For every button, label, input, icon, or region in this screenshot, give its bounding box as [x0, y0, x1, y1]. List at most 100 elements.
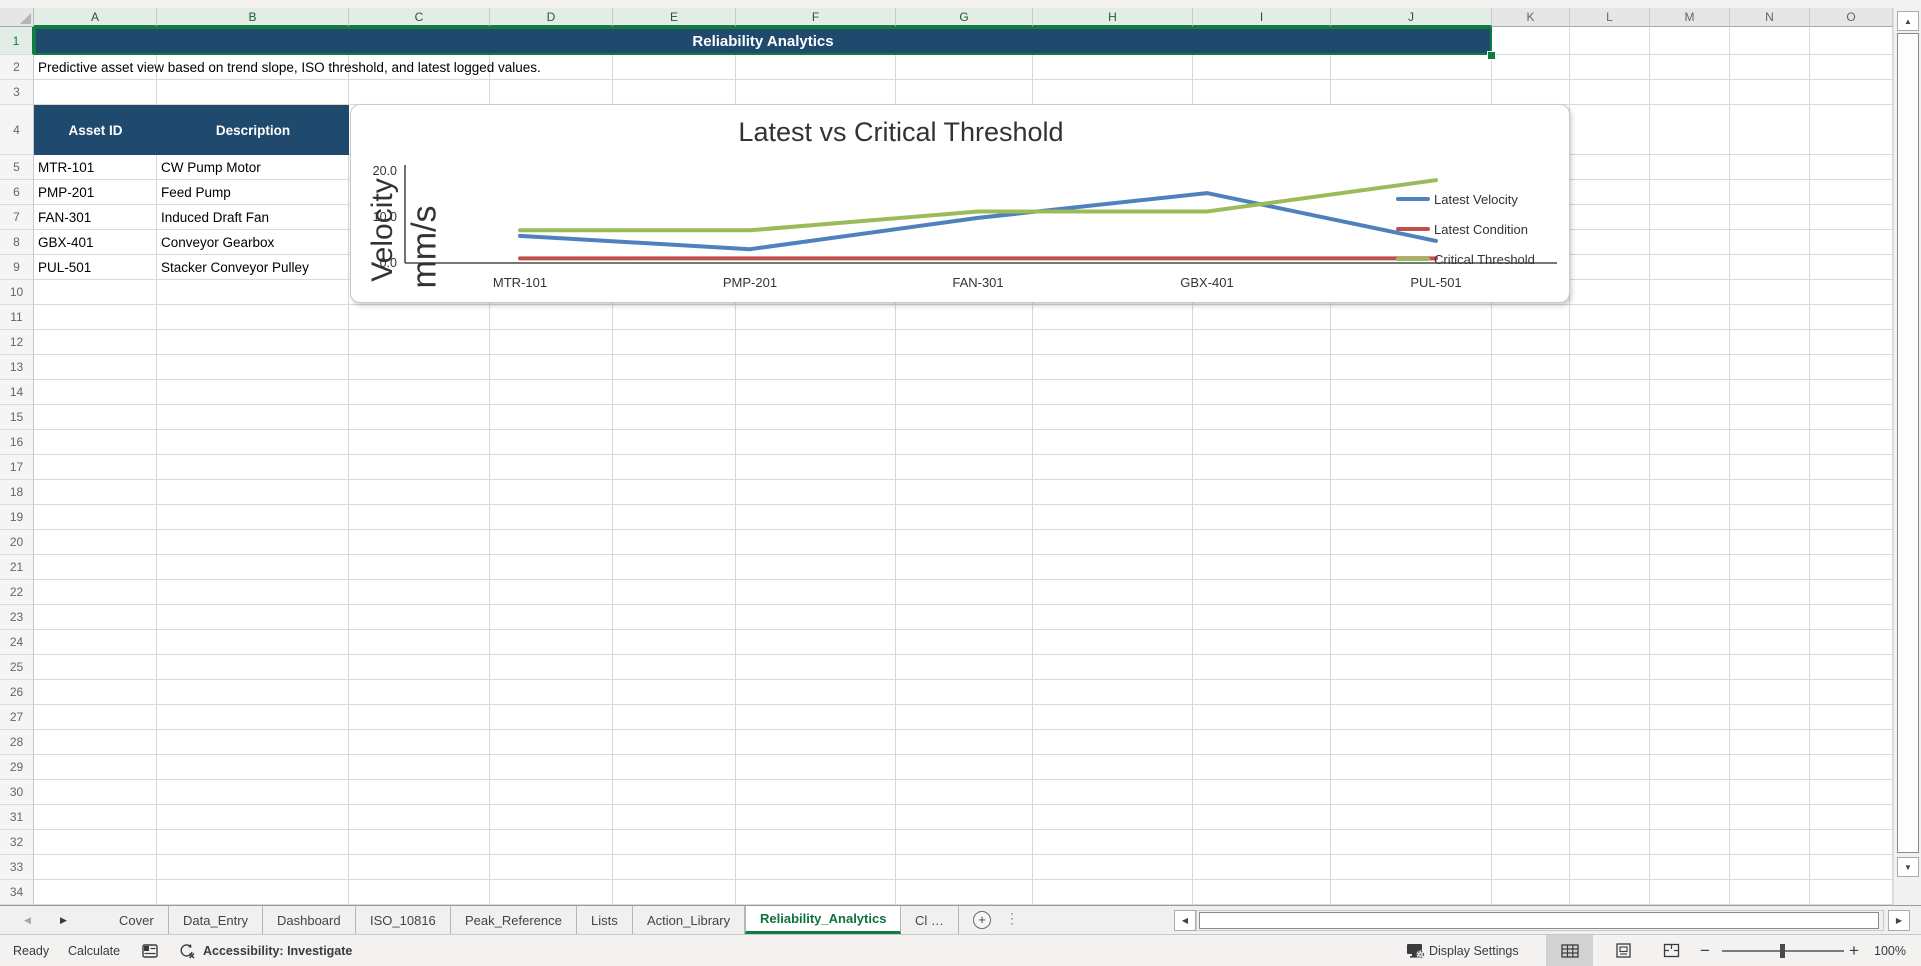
status-accessibility[interactable]: Accessibility: Investigate	[203, 943, 353, 958]
cell-a2-subtitle[interactable]: Predictive asset view based on trend slo…	[38, 60, 541, 75]
macro-record-icon[interactable]	[142, 935, 158, 966]
tab-options-dots-icon[interactable]: ⋮	[1005, 910, 1019, 926]
vscroll-down-button[interactable]: ▼	[1897, 857, 1919, 877]
row-header-31[interactable]: 31	[0, 805, 34, 830]
tab-scroll-right-icon[interactable]: ▶	[60, 914, 67, 925]
column-header-o[interactable]: O	[1810, 8, 1893, 27]
row-header-25[interactable]: 25	[0, 655, 34, 680]
sheet-tab-cl-[interactable]: Cl …	[901, 906, 959, 934]
row-header-20[interactable]: 20	[0, 530, 34, 555]
vscroll-thumb[interactable]	[1897, 33, 1919, 853]
column-header-h[interactable]: H	[1033, 8, 1193, 27]
column-header-g[interactable]: G	[896, 8, 1033, 27]
hscroll-left-button[interactable]: ◀	[1174, 910, 1196, 931]
view-page-layout-button[interactable]	[1602, 935, 1644, 966]
zoom-level[interactable]: 100%	[1874, 943, 1906, 958]
column-header-f[interactable]: F	[736, 8, 896, 27]
hscroll-thumb[interactable]	[1199, 912, 1879, 929]
row-header-33[interactable]: 33	[0, 855, 34, 880]
row-header-19[interactable]: 19	[0, 505, 34, 530]
table-cell[interactable]: GBX-401	[34, 230, 157, 255]
column-header-j[interactable]: J	[1331, 8, 1492, 27]
row-header-21[interactable]: 21	[0, 555, 34, 580]
view-page-break-button[interactable]	[1650, 935, 1692, 966]
zoom-out-button[interactable]: −	[1700, 940, 1710, 960]
row-header-22[interactable]: 22	[0, 580, 34, 605]
new-sheet-button[interactable]: +	[973, 911, 991, 929]
table-cell[interactable]: Conveyor Gearbox	[157, 230, 349, 255]
legend-item[interactable]: Latest Velocity	[1396, 190, 1518, 208]
column-header-c[interactable]: C	[349, 8, 490, 27]
table-cell[interactable]: FAN-301	[34, 205, 157, 230]
row-header-14[interactable]: 14	[0, 380, 34, 405]
row-header-3[interactable]: 3	[0, 80, 34, 105]
hscroll-right-button[interactable]: ▶	[1888, 910, 1910, 931]
row-header-11[interactable]: 11	[0, 305, 34, 330]
sheet-tab-data-entry[interactable]: Data_Entry	[169, 906, 264, 934]
sheet-tab-reliability-analytics[interactable]: Reliability_Analytics	[745, 906, 902, 934]
column-header-b[interactable]: B	[157, 8, 349, 27]
table-cell[interactable]: PUL-501	[34, 255, 157, 280]
row-header-12[interactable]: 12	[0, 330, 34, 355]
zoom-in-button[interactable]: +	[1849, 940, 1859, 960]
column-header-i[interactable]: I	[1193, 8, 1331, 27]
table-cell[interactable]: PMP-201	[34, 180, 157, 205]
row-header-2[interactable]: 2	[0, 55, 34, 80]
row-header-10[interactable]: 10	[0, 280, 34, 305]
row-header-23[interactable]: 23	[0, 605, 34, 630]
sheet-tab-action-library[interactable]: Action_Library	[633, 906, 746, 934]
column-header-a[interactable]: A	[34, 8, 157, 27]
view-normal-button[interactable]	[1546, 935, 1593, 966]
legend-item[interactable]: Latest Condition	[1396, 220, 1528, 238]
table-cell[interactable]: CW Pump Motor	[157, 155, 349, 180]
table-cell[interactable]: Stacker Conveyor Pulley	[157, 255, 349, 280]
row-header-6[interactable]: 6	[0, 180, 34, 205]
chart-latest-vs-critical[interactable]: Latest vs Critical Threshold 0.0 10.0 20.0…	[350, 104, 1570, 303]
display-settings-button[interactable]: Display Settings	[1429, 943, 1519, 958]
row-header-26[interactable]: 26	[0, 680, 34, 705]
row-header-16[interactable]: 16	[0, 430, 34, 455]
series-critical-threshold[interactable]	[518, 178, 1438, 233]
hscroll-track[interactable]	[1196, 910, 1884, 931]
row-header-13[interactable]: 13	[0, 355, 34, 380]
table-cell[interactable]: Feed Pump	[157, 180, 349, 205]
row-header-34[interactable]: 34	[0, 880, 34, 905]
row-header-15[interactable]: 15	[0, 405, 34, 430]
column-header-n[interactable]: N	[1730, 8, 1810, 27]
column-header-l[interactable]: L	[1570, 8, 1650, 27]
row-header-17[interactable]: 17	[0, 455, 34, 480]
vertical-scrollbar[interactable]: ▲ ▼	[1893, 8, 1921, 905]
zoom-slider-thumb[interactable]	[1780, 944, 1785, 958]
row-header-7[interactable]: 7	[0, 205, 34, 230]
column-header-e[interactable]: E	[613, 8, 736, 27]
row-header-1[interactable]: 1	[0, 27, 34, 55]
select-all-button[interactable]	[0, 8, 34, 27]
row-header-30[interactable]: 30	[0, 780, 34, 805]
accessibility-checker-icon[interactable]	[178, 935, 196, 966]
sheet-tab-lists[interactable]: Lists	[577, 906, 633, 934]
column-header-k[interactable]: K	[1492, 8, 1570, 27]
sheet-tab-iso-10816[interactable]: ISO_10816	[356, 906, 451, 934]
row-header-4[interactable]: 4	[0, 105, 34, 155]
row-header-28[interactable]: 28	[0, 730, 34, 755]
row-header-27[interactable]: 27	[0, 705, 34, 730]
sheet-tab-peak-reference[interactable]: Peak_Reference	[451, 906, 577, 934]
sheet-tab-dashboard[interactable]: Dashboard	[263, 906, 356, 934]
tab-scroll-left-icon[interactable]: ◀	[24, 914, 31, 925]
series-latest-velocity[interactable]	[518, 191, 1438, 252]
vscroll-up-button[interactable]: ▲	[1897, 11, 1919, 31]
row-header-5[interactable]: 5	[0, 155, 34, 180]
sheet-tab-cover[interactable]: Cover	[105, 906, 169, 934]
row-header-29[interactable]: 29	[0, 755, 34, 780]
row-header-24[interactable]: 24	[0, 630, 34, 655]
table-cell[interactable]: Induced Draft Fan	[157, 205, 349, 230]
table-cell[interactable]: MTR-101	[34, 155, 157, 180]
row-header-32[interactable]: 32	[0, 830, 34, 855]
column-header-m[interactable]: M	[1650, 8, 1730, 27]
column-header-d[interactable]: D	[490, 8, 613, 27]
row-header-18[interactable]: 18	[0, 480, 34, 505]
row-header-9[interactable]: 9	[0, 255, 34, 280]
legend-item[interactable]: Critical Threshold	[1396, 250, 1535, 268]
row-header-8[interactable]: 8	[0, 230, 34, 255]
zoom-slider[interactable]	[1722, 944, 1844, 958]
